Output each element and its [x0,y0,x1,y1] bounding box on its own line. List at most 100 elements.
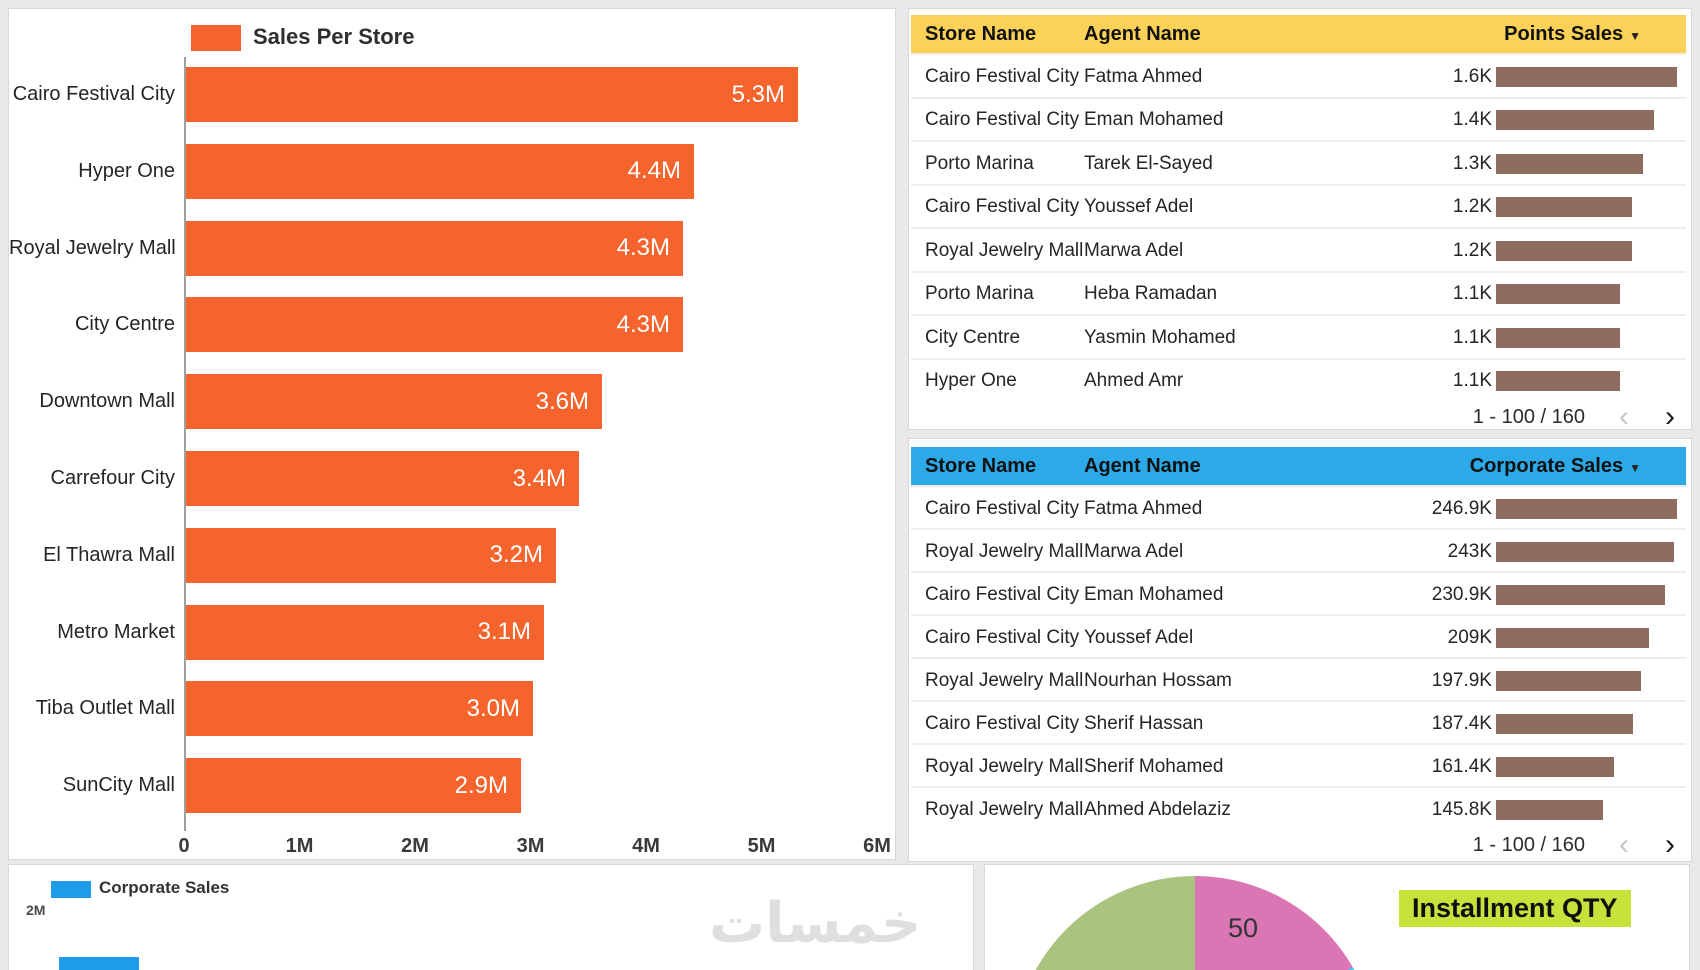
bar[interactable]: 5.3M [186,67,798,122]
agent-name-cell: Eman Mohamed [1084,109,1224,130]
pie-slice-data-label: 50 [1228,913,1259,943]
table-row[interactable]: Cairo Festival City Eman Mohamed 230.9K [911,571,1686,616]
installment-pie-chart[interactable] [1013,876,1377,970]
store-name-cell: Royal Jewelry Mall [925,669,1084,691]
store-name-cell: Cairo Festival City [925,712,1080,734]
column-header-corporate-sales[interactable]: Corporate Sales ▼ [1469,454,1641,477]
category-label: Carrefour City [50,467,175,489]
table-row[interactable]: Cairo Festival City Fatma Ahmed 1.6K [911,53,1686,98]
table-row[interactable]: Cairo Festival City Eman Mohamed 1.4K [911,96,1686,142]
category-label: El Thawra Mall [43,543,175,566]
column-header-agent-name[interactable]: Agent Name [1084,22,1201,45]
bar[interactable]: 3.0M [186,681,533,737]
x-axis-tick-label: 2M [401,835,429,857]
table-row[interactable]: Cairo Festival City Sherif Hassan 187.4K [911,700,1686,745]
value-cell: 1.3K [1452,152,1492,174]
sales-per-store-legend-swatch [191,25,241,51]
category-label: Cairo Festival City [12,83,175,105]
store-name-cell: Cairo Festival City [925,583,1080,605]
bar[interactable]: 3.6M [186,374,602,430]
bar-value-label: 2.9M [454,771,508,799]
table-row[interactable]: Royal Jewelry Mall Ahmed Abdelaziz 145.8K [911,786,1686,831]
bar-value-label: 4.3M [616,234,670,262]
column-header-points-sales[interactable]: Points Sales ▼ [1504,22,1641,45]
agent-name-cell: Sherif Mohamed [1084,755,1224,777]
table-row[interactable]: Royal Jewelry Mall Sherif Mohamed 161.4K [911,743,1686,788]
data-bar [1496,670,1641,691]
sort-desc-icon[interactable]: ▼ [1629,460,1641,475]
agent-name-cell: Youssef Adel [1084,626,1194,648]
table-row[interactable]: Porto Marina Tarek El-Sayed 1.3K [911,140,1686,185]
category-label: City Centre [74,313,175,336]
points-sales-table-panel: Store Name Agent Name Points Sales ▼ Cair… [908,8,1692,433]
points-table-header: Store Name Agent Name Points Sales ▼ [911,15,1686,53]
agent-name-cell: Ahmed Amr [1084,370,1184,391]
x-axis-tick-label: 0 [178,835,190,857]
table-row[interactable]: Hyper One Ahmed Amr 1.1K [911,357,1686,403]
bar-value-label: 3.1M [477,618,531,646]
store-name-cell: Cairo Festival City [925,626,1080,648]
previous-page-icon[interactable]: ‹ [1619,828,1629,861]
category-label: SunCity Mall [62,774,175,797]
sales-per-store-legend-label: Sales Per Store [253,24,415,49]
installment-qty-title: Installment QTY [1399,890,1631,927]
bar[interactable]: 3.4M [186,451,579,506]
table-row[interactable]: Cairo Festival City Youssef Adel 209K [911,614,1686,659]
bar-value-label: 3.4M [512,464,566,492]
bar[interactable]: 2.9M [186,758,521,814]
bar-value-label: 3.6M [535,387,589,415]
store-name-cell: Porto Marina [925,152,1034,174]
agent-name-cell: Eman Mohamed [1084,583,1224,605]
agent-name-cell: Marwa Adel [1084,540,1184,562]
data-bar [1496,627,1649,648]
agent-name-cell: Tarek El-Sayed [1084,152,1213,174]
corporate-sales-legend-label: Corporate Sales [99,878,230,897]
bar[interactable]: 4.4M [186,143,694,199]
agent-name-cell: Sherif Hassan [1084,712,1204,734]
table-row[interactable]: Royal Jewelry Mall Marwa Adel 243K [911,528,1686,573]
column-header-agent-name[interactable]: Agent Name [1084,454,1201,477]
previous-page-icon[interactable]: ‹ [1619,400,1629,433]
corporate-sales-bar[interactable] [59,957,139,970]
bar-value-label: 3.0M [466,694,520,722]
bar[interactable]: 3.1M [186,604,544,660]
bar-value-label: 4.3M [616,310,670,338]
value-cell: 1.4K [1452,109,1492,130]
value-cell: 243K [1447,540,1492,562]
sort-desc-icon[interactable]: ▼ [1629,28,1641,43]
bar[interactable]: 3.2M [186,527,556,583]
next-page-icon[interactable]: › [1665,400,1675,433]
value-cell: 1.1K [1452,283,1492,304]
table-row[interactable]: Cairo Festival City Fatma Ahmed 246.9K [911,485,1686,530]
bar-value-label: 3.2M [489,541,543,569]
bar[interactable]: 4.3M [186,220,683,276]
next-page-icon[interactable]: › [1665,828,1675,861]
x-axis-tick-label: 4M [632,835,660,857]
data-bar [1496,240,1632,261]
y-axis-tick-label: 2M [26,902,46,918]
corporate-table-header: Store Name Agent Name Corporate Sales ▼ [911,447,1686,485]
store-name-cell: Cairo Festival City [925,109,1080,130]
corporate-sales-chart-panel: Corporate Sales 2M خمسات [8,864,974,970]
table-row[interactable]: Porto Marina Heba Ramadan 1.1K [911,270,1686,316]
table-row[interactable]: Royal Jewelry Mall Marwa Adel 1.2K [911,227,1686,272]
agent-name-cell: Heba Ramadan [1084,283,1218,304]
column-header-store-name[interactable]: Store Name [925,454,1037,477]
category-label: Downtown Mall [39,390,175,413]
page-range-label: 1 - 100 / 160 [1472,833,1585,856]
data-bar [1496,541,1674,562]
agent-name-cell: Yasmin Mohamed [1084,326,1236,348]
bar[interactable]: 4.3M [186,297,683,353]
category-label: Royal Jewelry Mall [9,236,176,259]
table-row[interactable]: City Centre Yasmin Mohamed 1.1K [911,314,1686,359]
table-row[interactable]: Cairo Festival City Youssef Adel 1.2K [911,183,1686,229]
store-name-cell: Hyper One [925,370,1017,391]
store-name-cell: Cairo Festival City [925,497,1080,519]
x-axis-tick-label: 3M [516,835,545,857]
bar-value-label: 5.3M [731,80,785,108]
data-bar [1496,110,1654,130]
value-cell: 1.2K [1452,239,1492,261]
points-table-pager: 1 - 100 / 160 ‹ › [1473,400,1675,434]
column-header-store-name[interactable]: Store Name [925,22,1037,45]
table-row[interactable]: Royal Jewelry Mall Nourhan Hossam 197.9K [911,657,1686,702]
